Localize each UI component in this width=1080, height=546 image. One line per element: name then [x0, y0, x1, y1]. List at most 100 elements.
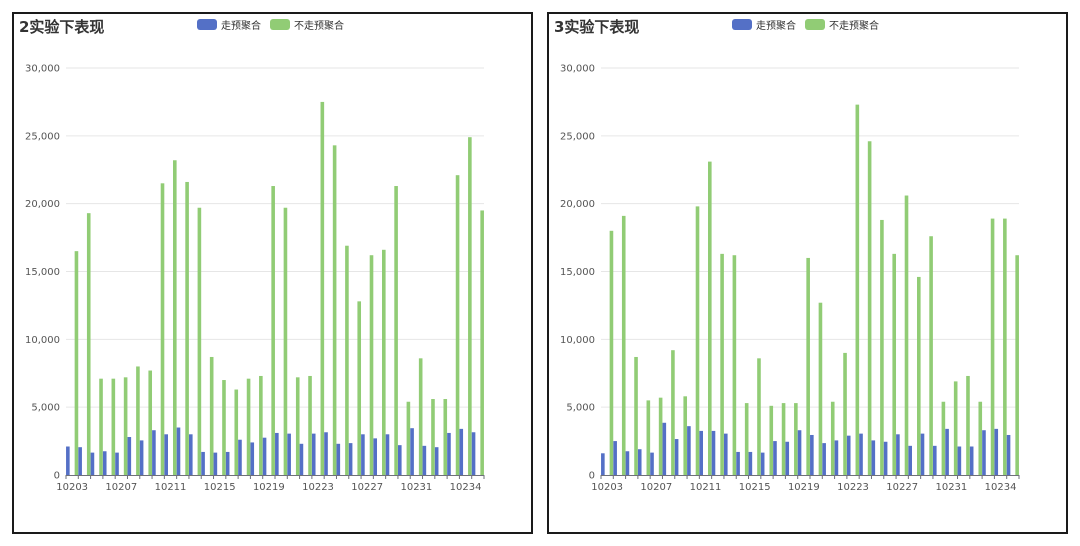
x-tick-label: 10207: [105, 482, 137, 493]
bar: [822, 443, 826, 475]
bar: [431, 399, 435, 475]
bar: [434, 447, 439, 475]
y-tick-label: 15,000: [560, 267, 595, 278]
bar: [394, 186, 398, 475]
bar: [769, 405, 774, 475]
bar: [637, 449, 642, 475]
bar: [883, 441, 888, 475]
bar: [385, 434, 390, 475]
bar: [74, 251, 79, 475]
legend-item-series-2[interactable]: 不走预聚合: [805, 17, 879, 32]
x-tick-label: 10215: [204, 482, 236, 493]
bar: [634, 356, 638, 475]
chart-title: 3实验下表现: [554, 18, 640, 36]
bar: [917, 276, 921, 475]
legend-swatch: [197, 19, 217, 30]
x-tick-label: 10203: [56, 482, 88, 493]
y-tick-label: 25,000: [25, 131, 60, 142]
bar: [480, 210, 484, 475]
legend-item-series-1[interactable]: 走预聚合: [732, 17, 796, 32]
bar: [625, 451, 630, 475]
bar: [173, 160, 177, 475]
bar: [262, 437, 267, 475]
bar: [785, 441, 790, 475]
chart-title: 2实验下表现: [19, 18, 105, 36]
x-tick-label: 10227: [351, 482, 383, 493]
bar: [361, 434, 365, 475]
bar: [123, 377, 128, 475]
bar: [982, 430, 986, 475]
x-tick-label: 10219: [253, 482, 285, 493]
bar: [320, 101, 325, 476]
bar: [176, 427, 181, 475]
bar: [348, 443, 353, 475]
bar: [127, 437, 132, 475]
bar: [830, 401, 835, 475]
bar: [447, 432, 451, 475]
bar: [78, 447, 82, 475]
legend-label: 走预聚合: [221, 21, 261, 32]
chart-panel-3: 3实验下表现 走预聚合 不走预聚合 0 5,000 10,000 15,000 20,0…: [547, 12, 1068, 534]
bar: [855, 104, 860, 475]
x-tick-label: 10234: [450, 482, 482, 493]
bar: [382, 249, 386, 475]
y-tick-label: 20,000: [25, 199, 60, 210]
bar: [896, 434, 900, 475]
bar: [794, 403, 798, 475]
bar: [601, 453, 605, 475]
legend-item-series-2[interactable]: 不走预聚合: [270, 17, 344, 32]
bar: [806, 257, 810, 475]
bar: [859, 433, 863, 475]
bar: [687, 426, 691, 475]
bar: [662, 422, 667, 475]
bar: [744, 403, 749, 475]
bar: [336, 443, 341, 475]
bar: [283, 207, 288, 475]
y-tick-label: 10,000: [25, 335, 60, 346]
bar: [613, 441, 617, 475]
legend: 走预聚合 不走预聚合: [732, 17, 879, 32]
bar: [418, 358, 423, 475]
y-tick-label: 0: [54, 471, 60, 482]
bar: [621, 215, 626, 476]
bar: [929, 236, 933, 475]
bar: [136, 366, 140, 475]
bar: [892, 253, 897, 475]
y-tick-label: 10,000: [560, 335, 595, 346]
y-tick-label: 20,000: [560, 199, 595, 210]
bar: [953, 381, 958, 475]
bar: [945, 428, 949, 475]
bar: [201, 451, 205, 475]
bar: [846, 435, 851, 475]
bar: [66, 446, 70, 475]
bar: [250, 442, 255, 475]
legend-item-series-1[interactable]: 走预聚合: [197, 17, 261, 32]
bar: [941, 401, 946, 475]
bar: [209, 356, 214, 475]
bar: [160, 183, 165, 476]
bar: [871, 440, 876, 475]
bar: [188, 434, 193, 475]
bar: [148, 370, 153, 475]
y-tick-label: 0: [589, 471, 595, 482]
bar: [957, 446, 962, 475]
bar: [723, 433, 728, 475]
bar: [459, 428, 464, 475]
bar: [102, 451, 107, 475]
plot-area: 0 5,000 10,000 15,000 20,000 25,000 30,000 1020…: [560, 64, 1020, 493]
plot-area: 0 5,000 10,000 15,000 20,000 25,000 30,000 1020…: [25, 64, 485, 493]
bar: [990, 218, 995, 475]
bar: [246, 378, 251, 475]
bar: [213, 452, 218, 475]
bar: [1003, 218, 1007, 475]
bar: [410, 428, 414, 475]
bar: [311, 433, 316, 475]
bar: [671, 350, 675, 475]
bar: [99, 378, 103, 475]
bar: [287, 433, 291, 475]
x-tick-label: 10211: [690, 482, 722, 493]
bar: [732, 255, 737, 475]
bar: [773, 441, 777, 475]
bar: [152, 430, 156, 475]
bar: [332, 145, 337, 475]
